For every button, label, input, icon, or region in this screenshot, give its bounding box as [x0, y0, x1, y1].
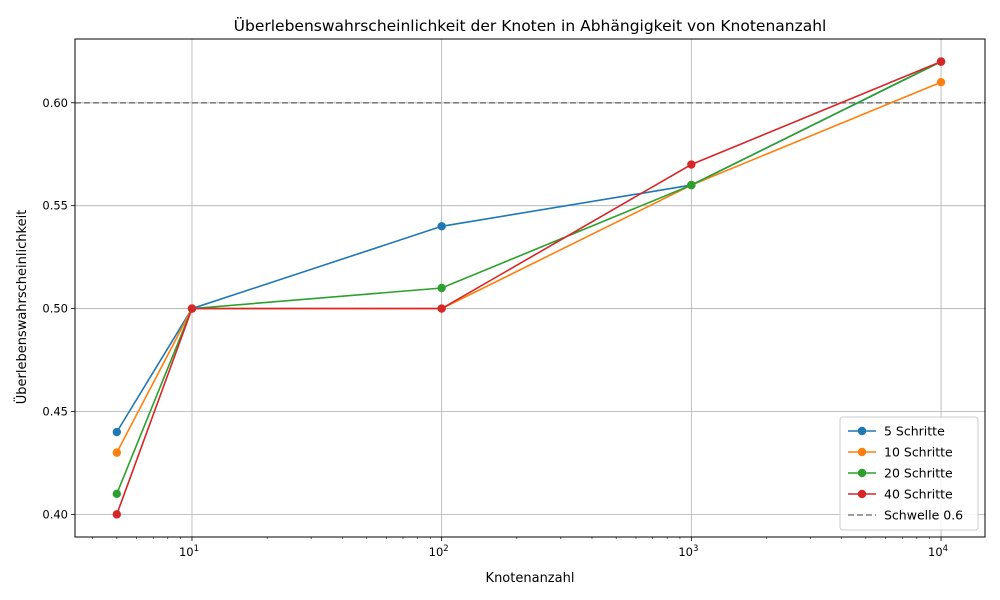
data-point — [437, 222, 446, 231]
x-tick-label-exponent: 1 — [194, 544, 199, 554]
data-point — [936, 78, 946, 87]
data-point — [187, 304, 197, 313]
legend-label: 20 Schritte — [884, 466, 953, 481]
series-4 — [112, 57, 946, 519]
legend-box — [839, 416, 979, 531]
legend-label: 10 Schritte — [884, 445, 953, 460]
y-axis-label: Überlebenswahrscheinlichkeit — [13, 210, 30, 405]
x-tick-label-exponent: 4 — [943, 544, 948, 554]
legend-marker — [857, 447, 867, 457]
data-point — [936, 57, 946, 66]
legend: 5 Schritte 10 Schritte 20 Schritte 40 Schri… — [839, 416, 979, 531]
y-tick-label: 0.60 — [42, 96, 68, 110]
legend-marker — [857, 489, 867, 499]
y-tick-label: 0.45 — [42, 404, 68, 418]
x-tick-label: 101 — [179, 544, 199, 559]
data-point — [112, 448, 122, 457]
y-axis: 0.40 0.45 0.50 0.55 0.60 — [42, 96, 75, 521]
y-tick-label: 0.40 — [42, 507, 68, 521]
series-layer — [112, 57, 946, 519]
x-tick-label-exponent: 3 — [693, 544, 698, 554]
y-tick-label: 0.55 — [42, 199, 68, 213]
legend-marker — [857, 426, 867, 436]
legend-label: Schwelle 0.6 — [884, 508, 963, 523]
x-tick-label-base: 10 — [928, 545, 943, 559]
x-tick-label: 102 — [429, 544, 449, 559]
data-point — [112, 427, 122, 437]
plot-frame — [74, 38, 986, 538]
y-tick-label: 0.50 — [42, 302, 68, 316]
data-point — [687, 180, 696, 190]
legend-marker — [857, 468, 867, 478]
x-tick-label: 104 — [928, 544, 948, 559]
chart-title: Überlebenswahrscheinlichkeit der Knoten … — [234, 16, 827, 35]
legend-label: 5 Schritte — [884, 424, 945, 439]
x-tick-label-exponent: 2 — [443, 544, 448, 554]
x-tick-label: 103 — [678, 544, 698, 559]
x-tick-label-base: 10 — [678, 545, 693, 559]
data-point — [687, 160, 696, 169]
legend-label: 40 Schritte — [884, 487, 953, 502]
x-axis: 101 102 103 104 — [92, 537, 948, 559]
x-tick-label-base: 10 — [429, 545, 444, 559]
x-tick-label-base: 10 — [179, 545, 194, 559]
data-point — [112, 489, 122, 498]
x-axis-label: Knotenanzahl — [486, 571, 575, 586]
data-point — [437, 283, 446, 293]
data-point — [437, 304, 446, 313]
data-point — [112, 510, 122, 519]
